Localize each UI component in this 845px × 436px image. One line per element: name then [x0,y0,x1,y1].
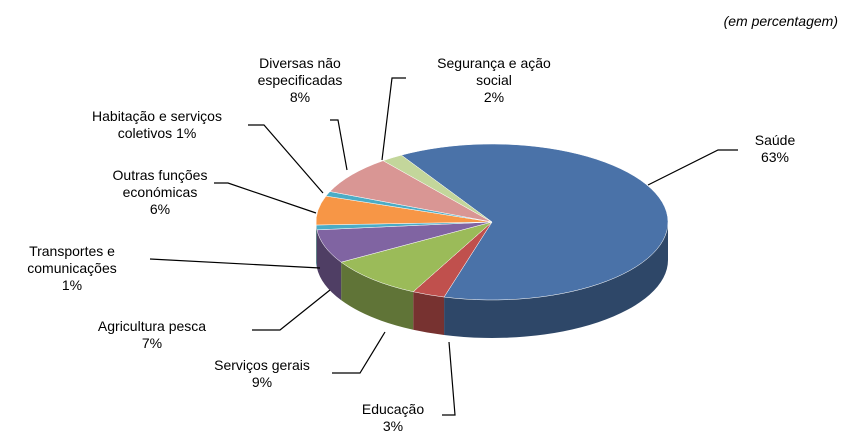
data-label: Habitação e serviços coletivos 1% [70,108,245,142]
slice-name: Educação [361,401,425,417]
data-label: Segurança e ação social 2% [419,55,569,106]
data-label: Diversas não especificadas 8% [240,55,360,106]
slice-name: Segurança e ação social [437,55,551,88]
slice [340,221,493,293]
slice-name: Diversas não especificadas [257,55,343,88]
slice-side [316,224,317,268]
slice-name: Habitação e serviços coletivos [92,108,222,141]
data-label: Agricultura pesca 7% [82,318,222,352]
slice-value: 6% [149,201,171,217]
slice [400,143,669,301]
leader-line [330,119,348,171]
slice-side [413,291,445,336]
data-label: Serviços gerais 9% [202,357,322,391]
slice-name: Saúde [754,132,796,148]
leader-line [214,182,317,214]
slice-side [316,229,342,301]
slice-name: Outras funções económicas [112,167,208,200]
slice-value: 7% [141,335,163,351]
data-label: Saúde 63% [735,132,815,166]
slice-value: 63% [760,149,790,165]
leader-line [252,289,331,331]
slice-name: Agricultura pesca [97,318,207,334]
slice-value: 3% [382,418,404,434]
slice-side [444,222,668,339]
leader-lines [149,77,738,416]
leader-line [332,331,386,374]
slice [382,154,493,223]
data-label: Transportes e comunicações 1% [2,243,142,294]
data-label: Educação 3% [353,401,433,435]
slice-value: 1% [61,277,83,293]
slice-side [341,262,414,330]
leader-line [442,341,456,416]
leader-line [248,124,324,194]
leader-line [381,77,406,161]
subtitle: (em percentagem) [723,13,838,29]
slice-value: 9% [251,374,273,390]
slice-value: 2% [483,89,505,105]
slice-name: Transportes e comunicações [27,243,117,276]
slice [329,160,493,223]
leader-line [647,149,738,186]
data-label: Outras funções económicas 6% [85,167,235,218]
slice-value: 1% [176,125,197,141]
leader-line [149,258,321,269]
slice-name: Serviços gerais [214,357,310,373]
slice-value: 8% [289,89,311,105]
